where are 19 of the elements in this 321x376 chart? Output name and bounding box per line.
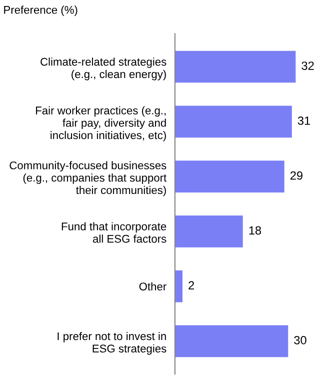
y-tick-label: Community-focused businesses (e.g., companies that support their communities) xyxy=(10,161,167,196)
bar xyxy=(174,325,288,358)
bar xyxy=(174,270,182,302)
y-tick-label: Climate-related strategies (e.g., clean energy) xyxy=(40,58,166,80)
data-label: 18 xyxy=(249,226,262,235)
bar xyxy=(174,216,243,248)
bar xyxy=(174,106,292,138)
data-label: 31 xyxy=(298,116,310,125)
y-tick-label: Fund that incorporate all ESG factors xyxy=(62,222,166,243)
data-label: 29 xyxy=(290,171,302,180)
bar xyxy=(174,160,284,192)
data-label: 30 xyxy=(294,336,306,344)
data-label: 2 xyxy=(188,281,194,290)
y-tick-label: Fair worker practices (e.g., fair pay, diversity and inclusion initiatives, etc) xyxy=(36,106,166,142)
text: Preference (%) xyxy=(4,6,78,16)
data-label: 32 xyxy=(302,62,314,70)
bar xyxy=(174,50,296,83)
y-tick-label: Other xyxy=(139,282,166,290)
y-tick-label: I prefer not to invest in ESG strategies xyxy=(58,332,166,355)
